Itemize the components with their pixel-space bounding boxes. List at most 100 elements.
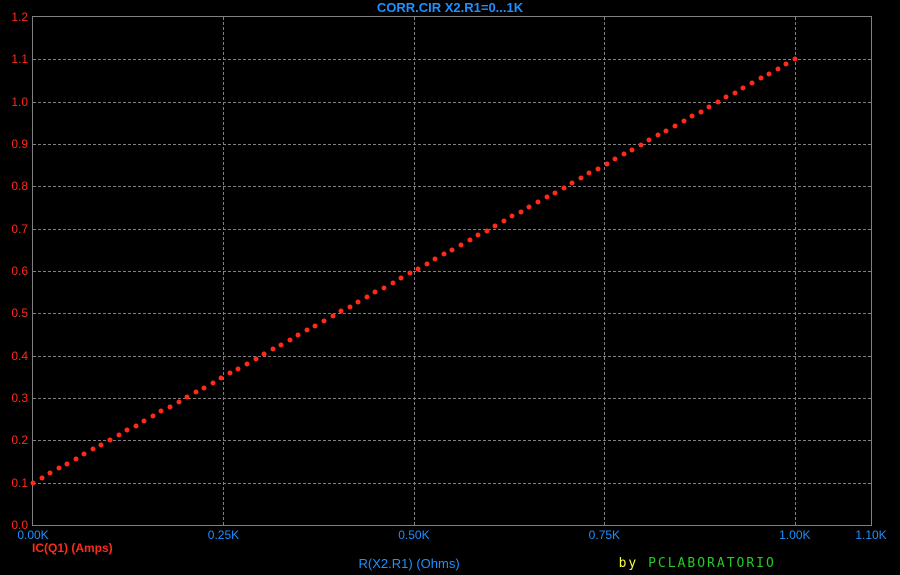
chart-title: CORR.CIR X2.R1=0...1K [0, 0, 900, 15]
data-point [399, 276, 404, 281]
x-tick-label: 0.00K [17, 528, 48, 542]
data-point [570, 181, 575, 186]
y-tick-label: 0.3 [11, 391, 28, 405]
y-tick-label: 0.2 [11, 433, 28, 447]
data-point [210, 380, 215, 385]
x-tick-label: 0.75K [589, 528, 620, 542]
grid-line-vertical [604, 17, 605, 525]
data-point [48, 471, 53, 476]
data-point [227, 371, 232, 376]
data-point [467, 238, 472, 243]
data-point [792, 57, 797, 62]
y-tick-label: 0.5 [11, 306, 28, 320]
data-point [82, 452, 87, 457]
grid-line-horizontal [33, 186, 871, 187]
grid-line-horizontal [33, 398, 871, 399]
data-point [775, 66, 780, 71]
data-point [296, 333, 301, 338]
data-point [647, 138, 652, 143]
data-point [510, 214, 515, 219]
data-point [732, 90, 737, 95]
data-point [450, 247, 455, 252]
data-point [381, 285, 386, 290]
data-point [364, 295, 369, 300]
data-point [356, 299, 361, 304]
data-point [604, 161, 609, 166]
data-point [587, 171, 592, 176]
data-point [638, 142, 643, 147]
data-point [784, 62, 789, 67]
data-point [690, 114, 695, 119]
data-point [270, 347, 275, 352]
data-point [31, 480, 36, 485]
data-point [441, 252, 446, 257]
data-point [56, 466, 61, 471]
data-point [73, 456, 78, 461]
data-point [664, 128, 669, 133]
data-point [390, 280, 395, 285]
data-point [133, 423, 138, 428]
grid-line-horizontal [33, 271, 871, 272]
grid-line-vertical [795, 17, 796, 525]
x-tick-label: 0.50K [398, 528, 429, 542]
grid-line-horizontal [33, 59, 871, 60]
data-point [681, 119, 686, 124]
data-point [339, 309, 344, 314]
data-point [167, 404, 172, 409]
data-point [262, 352, 267, 357]
data-point [655, 133, 660, 138]
data-point [767, 71, 772, 76]
y-tick-label: 0.9 [11, 137, 28, 151]
data-point [287, 337, 292, 342]
attribution-name: PCLABORATORIO [648, 556, 776, 571]
grid-line-horizontal [33, 313, 871, 314]
data-point [253, 356, 258, 361]
grid-line-vertical [414, 17, 415, 525]
data-point [159, 409, 164, 414]
data-point [672, 123, 677, 128]
data-point [116, 433, 121, 438]
y-tick-label: 0.1 [11, 476, 28, 490]
data-point [621, 152, 626, 157]
data-point [202, 385, 207, 390]
data-point [322, 318, 327, 323]
grid-line-horizontal [33, 440, 871, 441]
data-point [304, 328, 309, 333]
y-tick-label: 1.1 [11, 52, 28, 66]
data-point [758, 76, 763, 81]
data-point [484, 228, 489, 233]
grid-line-vertical [223, 17, 224, 525]
data-point [613, 157, 618, 162]
grid-line-horizontal [33, 144, 871, 145]
y-axis-legend: IC(Q1) (Amps) [32, 541, 113, 555]
x-axis-label: R(X2.R1) (Ohms) [359, 556, 460, 571]
y-tick-label: 0.4 [11, 349, 28, 363]
data-point [741, 85, 746, 90]
data-point [236, 366, 241, 371]
x-tick-label: 0.25K [208, 528, 239, 542]
data-point [279, 342, 284, 347]
plot-area: 0.00.10.20.30.40.50.60.70.80.91.01.11.20… [32, 16, 872, 526]
data-point [330, 314, 335, 319]
data-point [185, 395, 190, 400]
data-point [39, 475, 44, 480]
x-tick-label: 1.10K [855, 528, 886, 542]
data-point [416, 266, 421, 271]
data-point [244, 361, 249, 366]
data-point [313, 323, 318, 328]
grid-line-horizontal [33, 483, 871, 484]
data-point [125, 428, 130, 433]
data-point [150, 414, 155, 419]
y-tick-label: 0.8 [11, 179, 28, 193]
data-point [493, 223, 498, 228]
grid-line-horizontal [33, 356, 871, 357]
data-point [544, 195, 549, 200]
data-point [142, 418, 147, 423]
data-point [518, 209, 523, 214]
data-point [715, 100, 720, 105]
data-point [65, 461, 70, 466]
y-tick-label: 0.7 [11, 222, 28, 236]
data-point [424, 261, 429, 266]
data-point [707, 104, 712, 109]
attribution: by PCLABORATORIO [619, 556, 776, 571]
